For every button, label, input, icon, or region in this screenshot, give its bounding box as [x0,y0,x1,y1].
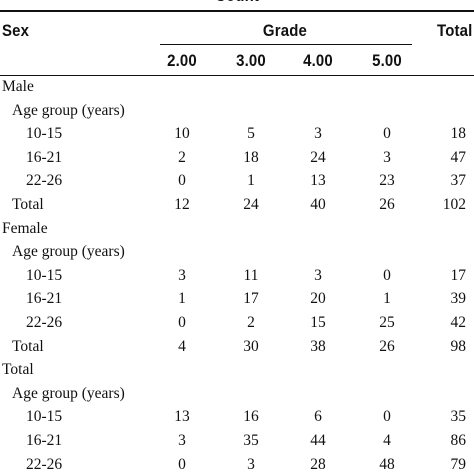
table-cell: 26 [379,337,395,355]
top-rule [0,10,474,12]
age-range-label: 22-26 [26,314,63,331]
grade-column-header: 3.00 [236,51,266,70]
table-cell: 2 [247,314,255,331]
age-range-label: 10-15 [26,125,63,143]
age-range-label: 22-26 [26,172,63,190]
table-cell: 24 [243,196,259,213]
table-cell: 24 [310,148,326,166]
table-cell: 28 [310,455,326,473]
grade-column-header: 5.00 [372,51,402,70]
table-cell: 15 [310,314,326,331]
table-cell: 5 [247,125,255,143]
table-cell: 3 [383,148,391,166]
row-total-cell: 86 [450,432,467,449]
table-cell: 3 [247,455,255,473]
table-cell: 38 [310,337,326,355]
table-cell: 3 [178,432,186,449]
age-range-label: 16-21 [26,432,63,449]
table-cell: 40 [310,196,326,213]
row-total-cell: 102 [442,196,466,213]
table-cell: 26 [379,196,395,213]
table-cell: 10 [174,125,190,143]
table-cell: 4 [178,337,186,355]
group-label: Male [2,78,34,95]
table-cell: 3 [178,266,186,284]
table-cell: 2 [178,148,186,166]
table-cell: 4 [383,432,391,449]
header-bottom-rule [0,75,474,76]
table-cell: 0 [178,455,186,473]
age-range-label: 16-21 [26,290,63,308]
row-total-cell: 35 [450,408,467,426]
row-total-cell: 17 [450,266,467,284]
table-cell: 0 [178,172,186,190]
table-cell: 0 [383,408,391,426]
grade-rule [160,44,412,45]
age-group-label: Age group (years) [12,384,125,402]
table-cell: 44 [310,432,326,449]
age-range-label: 16-21 [26,148,63,166]
grade-column-header: 4.00 [303,51,333,70]
age-group-label: Age group (years) [12,101,125,119]
group-total-label: Total [12,337,44,355]
row-total-cell: 79 [450,455,467,473]
table-cell: 20 [310,290,326,308]
group-total-label: Total [12,196,44,213]
age-group-label: Age group (years) [12,243,125,261]
table-cell: 3 [314,266,322,284]
table-cell: 0 [178,314,186,331]
table-cell: 48 [379,455,395,473]
table-cell: 35 [243,432,259,449]
age-range-label: 10-15 [26,408,63,426]
count-title: Count [193,0,281,6]
row-total-cell: 37 [450,172,467,190]
sex-header: Sex [2,21,30,40]
row-total-cell: 39 [450,290,467,308]
group-label: Total [2,361,34,379]
table-cell: 12 [174,196,190,213]
row-total-cell: 47 [450,148,467,166]
row-total-cell: 42 [450,314,467,331]
group-label: Female [2,219,48,237]
grade-column-header: 2.00 [167,51,197,70]
table-cell: 13 [174,408,190,426]
table-cell: 23 [379,172,395,190]
table-cell: 13 [310,172,326,190]
table-cell: 18 [243,148,259,166]
table-cell: 30 [243,337,259,355]
table-cell: 1 [178,290,186,308]
table-cell: 1 [247,172,255,190]
table-cell: 17 [243,290,259,308]
table-cell: 3 [314,125,322,143]
total-header: Total [437,21,473,40]
table-cell: 1 [383,290,391,308]
age-range-label: 10-15 [26,266,63,284]
grade-header: Grade [262,21,308,40]
table-cell: 25 [379,314,395,331]
table-cell: 11 [243,266,259,284]
row-total-cell: 98 [450,337,467,355]
table-cell: 16 [243,408,259,426]
age-range-label: 22-26 [26,455,63,473]
table-cell: 6 [314,408,322,426]
row-total-cell: 18 [450,125,467,143]
table-cell: 0 [383,266,391,284]
table-cell: 0 [383,125,391,143]
